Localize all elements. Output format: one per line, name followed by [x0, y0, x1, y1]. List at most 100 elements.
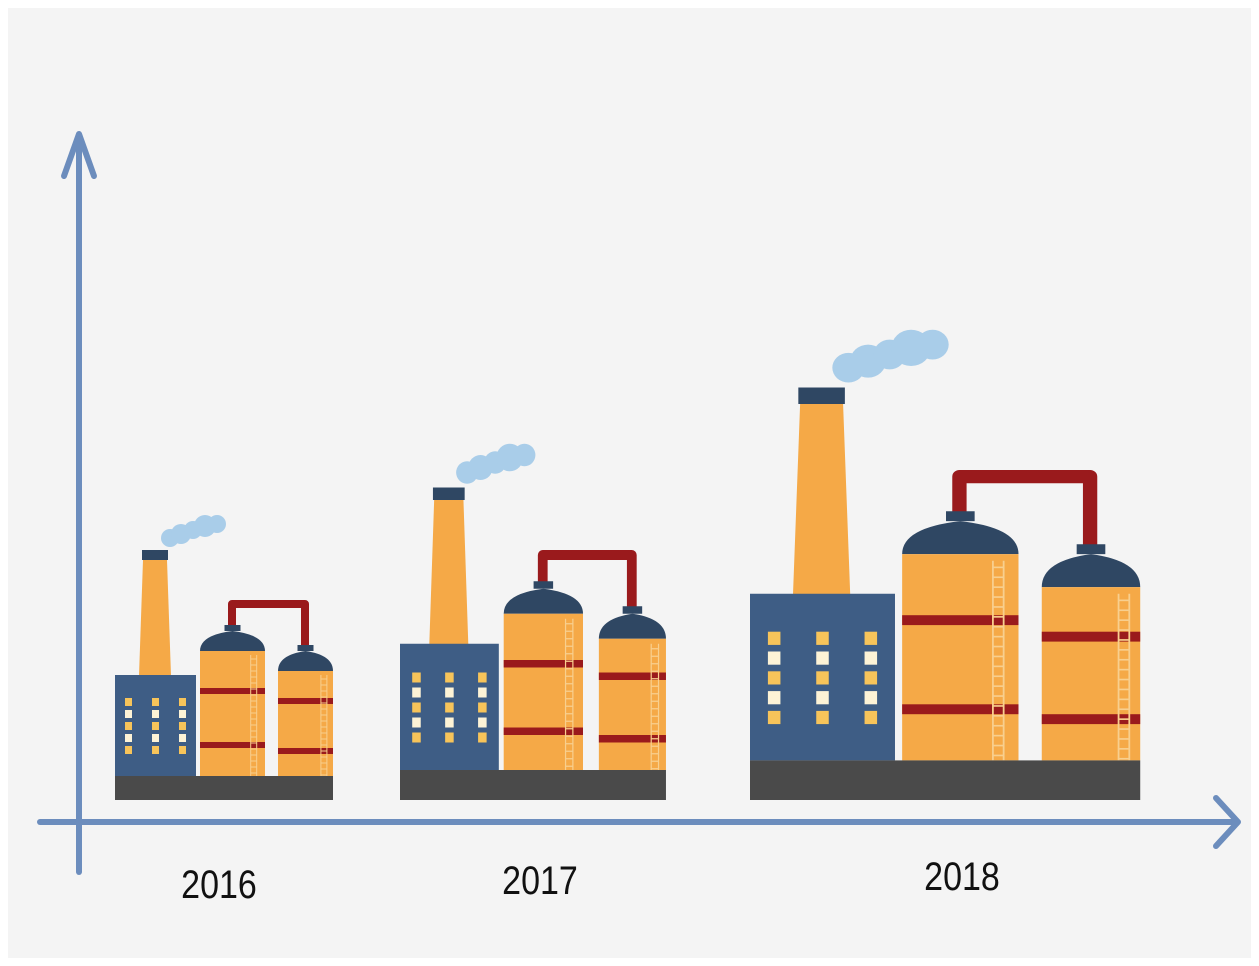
tank-cap: [297, 645, 314, 651]
window: [125, 734, 132, 742]
window: [412, 672, 421, 683]
window: [412, 717, 421, 728]
tank-stripe: [1041, 631, 1141, 642]
pipe: [537, 550, 637, 613]
tank-stripe: [278, 748, 333, 754]
pipe: [952, 469, 1098, 553]
chimney: [139, 560, 171, 676]
window: [179, 746, 186, 754]
tank-dome: [200, 631, 265, 651]
tank-stripe: [278, 698, 333, 704]
tank-stripe: [200, 742, 265, 748]
window: [816, 691, 829, 705]
window: [816, 671, 829, 685]
tank-stripe: [902, 704, 1019, 715]
window: [152, 722, 159, 730]
window: [478, 732, 487, 743]
year-label: 2016: [181, 861, 257, 906]
window: [767, 631, 781, 645]
window: [816, 631, 829, 645]
chimney: [792, 403, 851, 596]
tank-dome: [598, 613, 666, 639]
window: [478, 702, 487, 713]
smoke: [916, 329, 949, 360]
window: [864, 691, 878, 705]
tank-stripe: [598, 672, 666, 680]
chimney-cap: [432, 487, 465, 500]
window: [478, 672, 487, 683]
axes: [37, 131, 1241, 875]
window: [816, 710, 829, 725]
window: [864, 631, 878, 645]
tank-dome: [902, 521, 1019, 555]
tank-body: [1041, 587, 1141, 761]
tank-cap: [946, 511, 975, 522]
window: [767, 651, 781, 665]
window: [125, 722, 132, 730]
tank-stripe: [503, 727, 583, 735]
window: [152, 698, 159, 706]
window: [125, 710, 132, 718]
ground: [750, 760, 1141, 800]
tank-cap: [1076, 544, 1106, 555]
smoke: [208, 515, 226, 533]
window: [179, 722, 186, 730]
smoke: [513, 443, 536, 467]
tank-cap: [622, 606, 643, 614]
factory: [400, 443, 666, 800]
y-arrow: [61, 131, 97, 179]
window: [179, 698, 186, 706]
chimney-cap: [798, 387, 845, 404]
window: [864, 710, 878, 725]
ground: [400, 770, 666, 800]
window: [767, 671, 781, 685]
year-label: 2018: [924, 853, 1000, 898]
chimney: [429, 500, 469, 645]
window: [816, 651, 829, 665]
window: [179, 734, 186, 742]
window: [412, 732, 421, 743]
window: [179, 710, 186, 718]
tank-cap: [224, 625, 241, 631]
tank-body: [598, 638, 666, 770]
tank-body: [902, 554, 1019, 761]
tank-dome: [278, 651, 333, 671]
tank-stripe: [200, 688, 265, 694]
tank-stripe: [902, 615, 1019, 626]
window: [864, 651, 878, 665]
window: [125, 746, 132, 754]
tank-stripe: [1041, 714, 1141, 725]
window: [125, 698, 132, 706]
window: [767, 691, 781, 705]
chimney-cap: [142, 550, 168, 560]
tank-stripe: [503, 660, 583, 668]
window: [445, 702, 454, 713]
window: [445, 687, 454, 698]
x-arrow: [1213, 795, 1241, 849]
window: [445, 732, 454, 743]
tank-body: [278, 671, 333, 776]
window: [152, 746, 159, 754]
tank-cap: [533, 581, 554, 589]
year-label: 2017: [502, 857, 578, 902]
window: [864, 671, 878, 685]
pipe: [228, 600, 309, 650]
window: [445, 672, 454, 683]
window: [152, 710, 159, 718]
window: [412, 687, 421, 698]
window: [767, 710, 781, 725]
window: [478, 687, 487, 698]
tank-dome: [503, 588, 583, 614]
window: [412, 702, 421, 713]
factory: [750, 329, 1141, 800]
factories: [115, 329, 1141, 800]
window: [445, 717, 454, 728]
ground: [115, 776, 333, 800]
window: [152, 734, 159, 742]
window: [478, 717, 487, 728]
tank-stripe: [598, 735, 666, 743]
tank-dome: [1041, 554, 1141, 588]
factory: [115, 515, 333, 800]
